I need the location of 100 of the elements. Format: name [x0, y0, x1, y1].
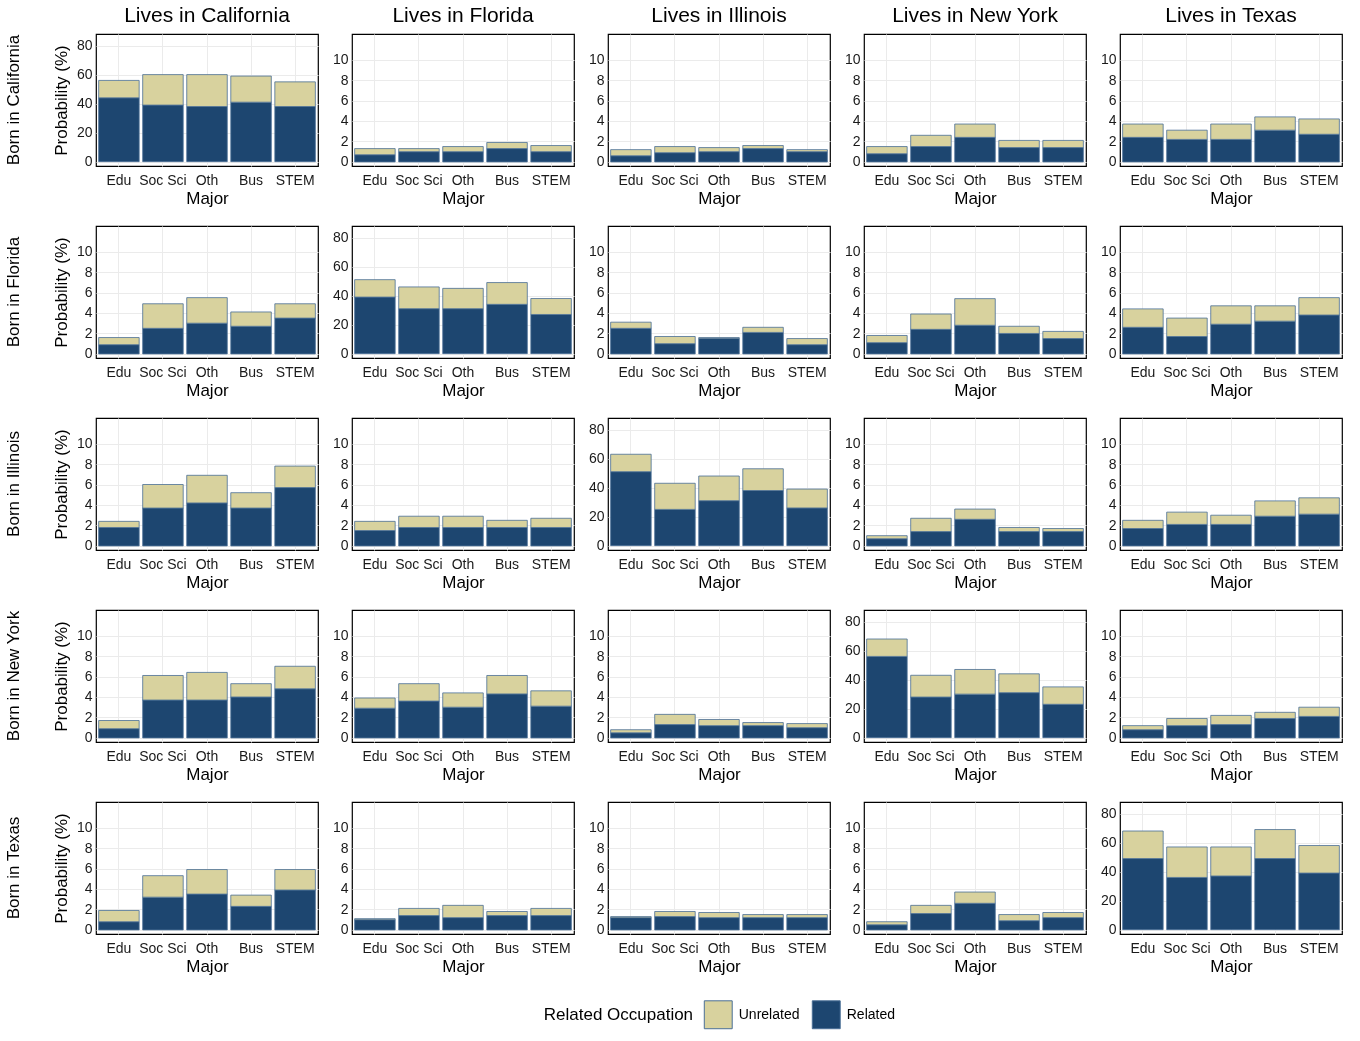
x-axis-title: Major — [1210, 956, 1254, 976]
x-tick-label: Oth — [1219, 939, 1243, 956]
x-tick-label: Bus — [1006, 747, 1032, 764]
y-tick-label: 10 — [844, 819, 861, 836]
bar — [866, 924, 908, 931]
x-tick-label: Soc Sci — [907, 747, 955, 764]
x-tick-label: Oth — [707, 747, 731, 764]
y-tick-label: 20 — [588, 508, 605, 525]
x-tick-label: Bus — [494, 747, 520, 764]
x-tick-label: Soc Sci — [1163, 171, 1211, 188]
y-tick-label: 2 — [340, 132, 349, 149]
x-tick-label: Oth — [707, 939, 731, 956]
x-tick-label: Oth — [1219, 363, 1243, 380]
x-tick-label: Oth — [451, 363, 475, 380]
text: Born in Texas — [4, 816, 23, 920]
x-tick-label: STEM — [1299, 747, 1339, 764]
x-axis-title: Major — [954, 956, 998, 976]
y-tick-label: 10 — [588, 243, 605, 260]
x-tick-label: Bus — [750, 555, 776, 572]
x-tick-label: STEM — [787, 939, 827, 956]
y-tick-label: 10 — [588, 51, 605, 68]
x-axis-title: Major — [442, 188, 486, 208]
y-axis-title: Probability (%) — [51, 813, 71, 924]
y-tick-label: 8 — [1108, 263, 1117, 280]
y-axis-title: Probability (%) — [51, 237, 71, 348]
y-tick-label: 6 — [84, 284, 93, 301]
x-tick-label: Edu — [106, 747, 132, 764]
y-tick-label: 10 — [332, 435, 349, 452]
y-tick-label: 2 — [596, 324, 605, 341]
x-tick-label: Soc Sci — [139, 363, 187, 380]
y-tick-label: 2 — [84, 516, 93, 533]
x-tick-label: Soc Sci — [395, 555, 443, 572]
bar — [398, 151, 440, 163]
y-tick-label: 80 — [588, 421, 605, 438]
y-tick-label: 2 — [852, 516, 861, 533]
x-tick-label: STEM — [1299, 939, 1339, 956]
text: Born in California — [4, 34, 23, 166]
x-tick-label: Edu — [106, 363, 132, 380]
y-tick-label: 8 — [340, 647, 349, 664]
x-tick-label: Edu — [874, 555, 900, 572]
y-tick-label: 4 — [596, 112, 605, 129]
bar — [742, 725, 784, 739]
x-tick-label: Oth — [195, 939, 219, 956]
x-tick-label: Soc Sci — [907, 939, 955, 956]
y-tick-label: 4 — [84, 880, 93, 897]
y-tick-label: 6 — [596, 668, 605, 685]
x-tick-label: STEM — [1043, 171, 1083, 188]
y-tick-label: 4 — [1108, 688, 1117, 705]
x-tick-label: Oth — [963, 555, 987, 572]
x-tick-label: Soc Sci — [1163, 555, 1211, 572]
x-tick-label: Bus — [238, 939, 264, 956]
x-tick-label: Oth — [1219, 171, 1243, 188]
x-axis-title: Major — [698, 956, 742, 976]
bar — [998, 531, 1040, 547]
y-tick-label: 40 — [588, 479, 605, 496]
x-tick-label: Oth — [963, 939, 987, 956]
y-tick-label: 6 — [340, 860, 349, 877]
y-tick-label: 4 — [852, 112, 861, 129]
y-tick-label: 2 — [84, 324, 93, 341]
x-tick-label: Soc Sci — [1163, 939, 1211, 956]
y-tick-label: 20 — [844, 700, 861, 717]
x-tick-label: Edu — [874, 939, 900, 956]
y-tick-label: 6 — [852, 92, 861, 109]
y-tick-label: 8 — [84, 455, 93, 472]
y-tick-label: 6 — [596, 284, 605, 301]
y-tick-label: 0 — [84, 153, 93, 170]
bar — [698, 338, 740, 355]
y-tick-label: 0 — [1108, 345, 1117, 362]
x-tick-label: Bus — [1262, 363, 1288, 380]
x-tick-label: Bus — [238, 747, 264, 764]
y-tick-label: 0 — [84, 537, 93, 554]
x-tick-label: Bus — [238, 171, 264, 188]
y-tick-label: 6 — [1108, 476, 1117, 493]
y-tick-label: 8 — [1108, 71, 1117, 88]
y-tick-label: 40 — [332, 287, 349, 304]
y-tick-label: 6 — [84, 476, 93, 493]
y-tick-label: 2 — [852, 132, 861, 149]
x-tick-label: Edu — [1130, 363, 1156, 380]
x-axis-title: Major — [442, 380, 486, 400]
x-tick-label: Bus — [494, 939, 520, 956]
y-tick-label: 60 — [1100, 834, 1117, 851]
x-tick-label: Edu — [106, 555, 132, 572]
x-tick-label: STEM — [275, 363, 315, 380]
chart-title: Lives in New York — [892, 3, 1059, 26]
x-tick-label: STEM — [531, 747, 571, 764]
x-tick-label: Bus — [1262, 555, 1288, 572]
x-tick-label: STEM — [1043, 939, 1083, 956]
x-tick-label: Oth — [707, 363, 731, 380]
x-tick-label: Bus — [1262, 747, 1288, 764]
legend-label: Unrelated — [738, 1005, 800, 1022]
y-tick-label: 8 — [1108, 455, 1117, 472]
bar — [866, 538, 908, 547]
x-tick-label: STEM — [275, 171, 315, 188]
y-tick-label: 8 — [852, 839, 861, 856]
y-tick-label: 6 — [1108, 284, 1117, 301]
x-tick-label: Soc Sci — [651, 171, 699, 188]
x-tick-label: Edu — [1130, 747, 1156, 764]
y-tick-label: 0 — [596, 921, 605, 938]
bar — [610, 732, 652, 739]
y-tick-label: 4 — [852, 496, 861, 513]
